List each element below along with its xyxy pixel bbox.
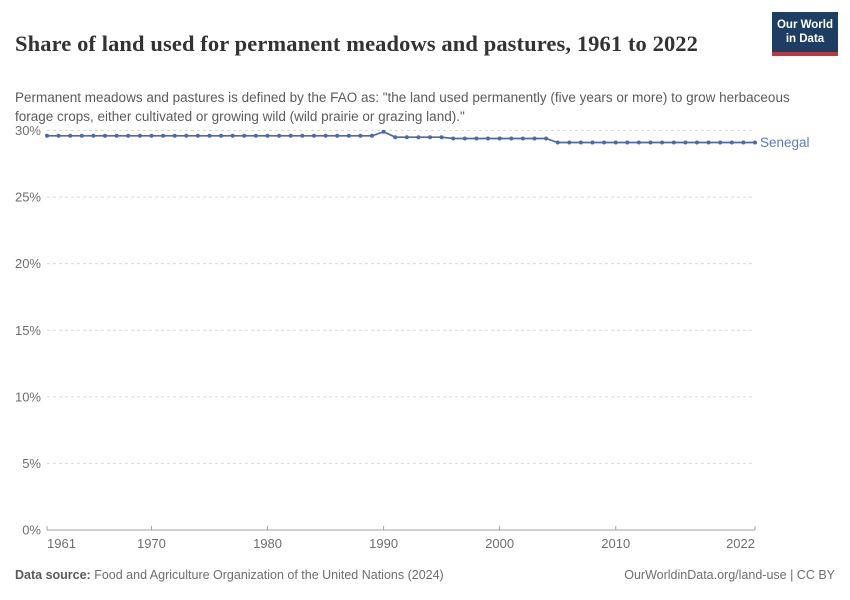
data-point-marker[interactable] [428, 135, 432, 140]
y-axis-tick-label: 0% [22, 523, 41, 538]
data-point-marker[interactable] [486, 136, 490, 141]
data-point-marker[interactable] [509, 136, 514, 141]
data-point-marker[interactable] [555, 140, 560, 145]
data-point-marker[interactable] [660, 140, 665, 145]
data-point-marker[interactable] [381, 129, 386, 134]
data-point-marker[interactable] [753, 140, 757, 145]
data-point-marker[interactable] [578, 140, 583, 145]
data-point-marker[interactable] [404, 135, 409, 140]
data-point-marker[interactable] [451, 136, 456, 141]
data-point-marker[interactable] [79, 133, 84, 138]
data-point-marker[interactable] [474, 136, 479, 141]
data-point-marker[interactable] [137, 133, 142, 138]
data-point-marker[interactable] [312, 133, 316, 138]
senegal-series-line[interactable] [47, 130, 755, 144]
data-point-marker[interactable] [126, 133, 131, 138]
data-source-text: Food and Agriculture Organization of the… [90, 568, 444, 582]
data-point-marker[interactable] [683, 140, 688, 145]
chart-title: Share of land used for permanent meadows… [15, 31, 699, 57]
data-point-marker[interactable] [172, 133, 177, 138]
data-point-marker[interactable] [230, 133, 235, 138]
data-point-marker[interactable] [242, 133, 247, 138]
data-point-marker[interactable] [45, 133, 49, 138]
y-axis-tick-label: 10% [15, 389, 41, 404]
data-point-marker[interactable] [184, 133, 189, 138]
credit-link[interactable]: OurWorldinData.org/land-use | CC BY [624, 568, 835, 582]
x-axis-tick-label: 1990 [369, 536, 398, 551]
data-point-marker[interactable] [323, 133, 328, 138]
data-point-marker[interactable] [741, 140, 746, 145]
y-axis-tick-label: 25% [15, 190, 41, 205]
data-point-marker[interactable] [567, 140, 572, 145]
data-point-marker[interactable] [91, 133, 96, 138]
x-axis-tick-label: 1980 [253, 536, 282, 551]
data-point-marker[interactable] [300, 133, 305, 138]
data-point-marker[interactable] [718, 140, 723, 145]
data-point-marker[interactable] [636, 140, 641, 145]
data-point-marker[interactable] [416, 135, 421, 140]
data-point-marker[interactable] [625, 140, 630, 145]
x-axis-tick-label: 2000 [485, 536, 514, 551]
data-point-marker[interactable] [532, 136, 537, 141]
data-point-marker[interactable] [497, 136, 502, 141]
owid-logo-line2: in Data [785, 33, 825, 45]
x-axis-tick-label: 2010 [601, 536, 630, 551]
x-axis-tick-label: 2022 [726, 536, 755, 551]
data-point-marker[interactable] [393, 135, 398, 140]
data-point-marker[interactable] [462, 136, 467, 141]
data-point-marker[interactable] [602, 140, 607, 145]
data-point-marker[interactable] [370, 133, 374, 138]
data-point-marker[interactable] [265, 133, 270, 138]
data-point-marker[interactable] [56, 133, 61, 138]
data-point-marker[interactable] [706, 140, 711, 145]
data-source-label: Data source: [15, 568, 91, 582]
data-point-marker[interactable] [195, 133, 200, 138]
data-point-marker[interactable] [335, 133, 340, 138]
data-source-note: Data source: Food and Agriculture Organi… [15, 567, 444, 583]
y-axis-tick-label: 20% [15, 256, 41, 271]
data-point-marker[interactable] [288, 133, 293, 138]
data-point-marker[interactable] [613, 140, 618, 145]
data-point-marker[interactable] [114, 133, 119, 138]
data-point-marker[interactable] [207, 133, 212, 138]
data-point-marker[interactable] [277, 133, 282, 138]
data-point-marker[interactable] [149, 133, 154, 138]
y-axis-tick-label: 15% [15, 323, 41, 338]
data-point-marker[interactable] [103, 133, 107, 138]
data-point-marker[interactable] [695, 140, 699, 145]
data-point-marker[interactable] [520, 136, 525, 141]
owid-logo[interactable]: Our World in Data [772, 12, 838, 56]
y-axis-tick-label: 30% [15, 123, 41, 138]
data-point-marker[interactable] [161, 133, 166, 138]
y-axis-tick-label: 5% [22, 456, 41, 471]
data-point-marker[interactable] [358, 133, 363, 138]
data-point-marker[interactable] [671, 140, 676, 145]
data-point-marker[interactable] [729, 140, 734, 145]
x-axis-tick-label: 1961 [47, 536, 76, 551]
chart-subtitle: Permanent meadows and pastures is define… [15, 89, 790, 124]
data-point-marker[interactable] [346, 133, 351, 138]
x-axis-tick-label: 1970 [137, 536, 166, 551]
data-point-marker[interactable] [544, 136, 549, 141]
data-point-marker[interactable] [219, 133, 224, 138]
owid-logo-line1: Our World [776, 19, 833, 31]
data-point-marker[interactable] [68, 133, 73, 138]
data-point-marker[interactable] [648, 140, 653, 145]
data-point-marker[interactable] [439, 135, 444, 140]
data-point-marker[interactable] [253, 133, 258, 138]
series-label-senegal[interactable]: Senegal [760, 135, 810, 150]
chart-footer: Data source: Food and Agriculture Organi… [15, 567, 835, 583]
data-point-marker[interactable] [590, 140, 595, 145]
